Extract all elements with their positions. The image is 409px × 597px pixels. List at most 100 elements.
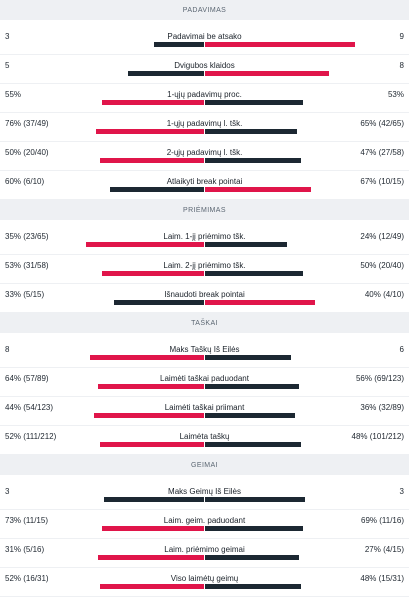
section-points: TAŠKAI 8 Maks Taškų Iš Eilės 6 64% (57/8…	[0, 313, 409, 455]
left-bar	[128, 71, 204, 76]
stat-row: 44% (54/123) Laimėti taškai priimant 36%…	[0, 397, 409, 426]
stat-row: 52% (16/31) Viso laimėtų geimų 48% (15/3…	[0, 568, 409, 597]
right-value: 27% (4/15)	[364, 545, 404, 554]
left-bar	[98, 555, 204, 560]
right-value: 3	[399, 487, 404, 496]
left-value: 52% (111/212)	[5, 432, 57, 441]
left-bar	[98, 384, 204, 389]
stat-label: Maks Taškų Iš Eilės	[169, 345, 240, 354]
right-bar	[205, 158, 301, 163]
left-value: 44% (54/123)	[5, 403, 54, 412]
section-title: PADAVIMAS	[0, 0, 409, 20]
section-title: TAŠKAI	[0, 313, 409, 333]
stat-row: 33% (5/15) Išnaudoti break pointai 40% (…	[0, 284, 409, 313]
right-bar	[205, 497, 305, 502]
left-bar	[104, 497, 204, 502]
left-value: 33% (5/15)	[5, 290, 45, 299]
stat-label: Viso laimėtų geimų	[170, 574, 239, 583]
left-value: 73% (11/15)	[5, 516, 48, 525]
left-value: 8	[5, 345, 10, 354]
stat-label: Laim. 1-jį priėmimo tšk.	[163, 232, 246, 241]
left-value: 76% (37/49)	[5, 119, 49, 128]
right-value: 36% (32/89)	[360, 403, 404, 412]
stat-label: 1-ųjų padavimų l. tšk.	[166, 119, 243, 128]
right-value: 8	[399, 61, 404, 70]
stat-row: 52% (111/212) Laimėta taškų 48% (101/212…	[0, 426, 409, 455]
stat-row: 76% (37/49) 1-ųjų padavimų l. tšk. 65% (…	[0, 113, 409, 142]
right-value: 40% (4/10)	[364, 290, 404, 299]
left-bar	[102, 100, 204, 105]
stat-row: 3 Padavimai be atsako 9	[0, 26, 409, 55]
section-title: PRIĖMIMAS	[0, 200, 409, 220]
stat-row: 3 Maks Geimų Iš Eilės 3	[0, 481, 409, 510]
stat-row: 5 Dvigubos klaidos 8	[0, 55, 409, 84]
right-value: 50% (20/40)	[360, 261, 404, 270]
left-value: 64% (57/89)	[5, 374, 49, 383]
stat-row: 8 Maks Taškų Iš Eilės 6	[0, 339, 409, 368]
stat-row: 35% (23/65) Laim. 1-jį priėmimo tšk. 24%…	[0, 226, 409, 255]
left-value: 3	[5, 32, 10, 41]
stat-label: 2-ųjų padavimų l. tšk.	[166, 148, 243, 157]
left-value: 50% (20/40)	[5, 148, 49, 157]
left-value: 35% (23/65)	[5, 232, 49, 241]
section-return: PRIĖMIMAS 35% (23/65) Laim. 1-jį priėmim…	[0, 200, 409, 313]
left-value: 31% (5/16)	[5, 545, 45, 554]
stat-label: Išnaudoti break pointai	[164, 290, 245, 299]
right-value: 67% (10/15)	[360, 177, 404, 186]
left-value: 52% (16/31)	[5, 574, 49, 583]
left-bar	[110, 187, 204, 192]
right-value: 24% (12/49)	[360, 232, 404, 241]
right-value: 65% (42/65)	[360, 119, 404, 128]
left-bar	[102, 271, 204, 276]
left-bar	[100, 584, 204, 589]
stat-row: 53% (31/58) Laim. 2-jį priėmimo tšk. 50%…	[0, 255, 409, 284]
section-games: GEIMAI 3 Maks Geimų Iš Eilės 3 73% (11/1…	[0, 455, 409, 597]
left-value: 60% (6/10)	[5, 177, 45, 186]
stat-label: Laimėti taškai priimant	[164, 403, 245, 412]
right-bar	[205, 413, 295, 418]
right-bar	[205, 526, 303, 531]
left-bar	[96, 129, 204, 134]
left-value: 55%	[5, 90, 22, 99]
left-bar	[100, 158, 204, 163]
section-serve: PADAVIMAS 3 Padavimai be atsako 9 5 Dvig…	[0, 0, 409, 200]
left-bar	[102, 526, 204, 531]
left-bar	[114, 300, 204, 305]
right-bar	[205, 442, 301, 447]
right-bar	[205, 242, 287, 247]
stat-label: Maks Geimų Iš Eilės	[168, 487, 241, 496]
stat-row: 50% (20/40) 2-ųjų padavimų l. tšk. 47% (…	[0, 142, 409, 171]
right-bar	[205, 129, 297, 134]
stat-label: Laim. priėmimo geimai	[164, 545, 245, 554]
left-value: 3	[5, 487, 10, 496]
right-value: 6	[399, 345, 404, 354]
right-value: 69% (11/16)	[361, 516, 404, 525]
left-bar	[100, 442, 204, 447]
right-value: 56% (69/123)	[355, 374, 404, 383]
right-bar	[205, 100, 303, 105]
right-value: 47% (27/58)	[360, 148, 404, 157]
right-bar	[205, 300, 315, 305]
stat-row: 31% (5/16) Laim. priėmimo geimai 27% (4/…	[0, 539, 409, 568]
stat-label: Laim. 2-jį priėmimo tšk.	[163, 261, 246, 270]
right-bar	[205, 555, 299, 560]
right-value: 9	[399, 32, 404, 41]
left-bar	[154, 42, 204, 47]
left-value: 53% (31/58)	[5, 261, 49, 270]
right-bar	[205, 187, 311, 192]
left-bar	[90, 355, 204, 360]
right-bar	[205, 355, 291, 360]
section-title: GEIMAI	[0, 455, 409, 475]
stat-label: Atlaikyti break pointai	[166, 177, 243, 186]
stat-row: 64% (57/89) Laimėti taškai paduodant 56%…	[0, 368, 409, 397]
right-bar	[205, 584, 301, 589]
stat-row: 73% (11/15) Laim. geim. paduodant 69% (1…	[0, 510, 409, 539]
stat-label: Laim. geim. paduodant	[163, 516, 246, 525]
right-value: 48% (101/212)	[351, 432, 404, 441]
right-value: 48% (15/31)	[360, 574, 404, 583]
left-value: 5	[5, 61, 10, 70]
right-bar	[205, 384, 299, 389]
stat-label: Laimėta taškų	[179, 432, 230, 441]
stat-label: 1-ųjų padavimų proc.	[167, 90, 242, 99]
stat-label: Padavimai be atsako	[167, 32, 242, 41]
